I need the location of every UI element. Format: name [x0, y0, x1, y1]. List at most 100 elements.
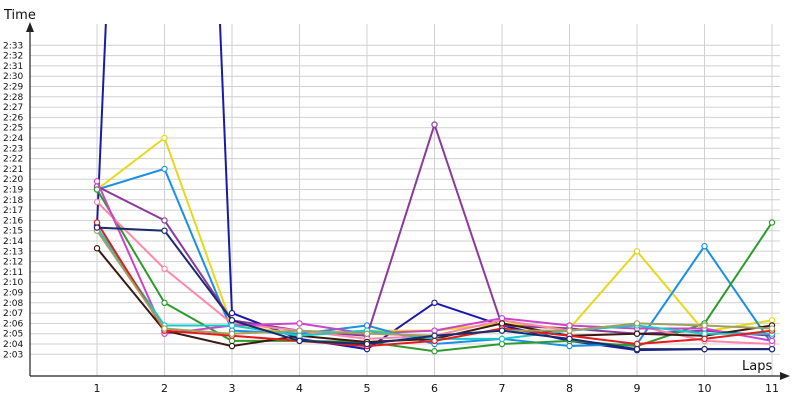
data-point [161, 299, 168, 306]
y-tick-label: 2:31 [3, 62, 23, 72]
data-point [363, 330, 371, 337]
data-point [296, 337, 303, 345]
y-tick-label: 2:26 [3, 113, 23, 123]
data-point [633, 320, 641, 327]
data-point [431, 327, 438, 334]
y-tick-label: 2:05 [3, 330, 23, 340]
y-tick-label: 2:20 [3, 175, 23, 185]
x-tick-label: 4 [296, 382, 303, 395]
data-point [363, 340, 371, 348]
x-axis-title: Laps [742, 359, 772, 374]
y-tick-label: 2:25 [3, 124, 23, 134]
y-tick-labels: 2:032:042:052:062:072:082:092:102:112:12… [3, 41, 23, 360]
axes [26, 22, 790, 380]
data-point [701, 242, 708, 250]
y-tick-label: 2:14 [3, 237, 23, 247]
y-tick-label: 2:06 [3, 319, 23, 329]
data-point [93, 198, 101, 206]
data-point [228, 337, 236, 345]
y-tick-label: 2:21 [3, 165, 23, 175]
data-point [768, 317, 776, 324]
data-point [228, 322, 236, 329]
y-tick-label: 2:30 [3, 72, 23, 82]
x-tick-label: 6 [431, 382, 438, 395]
y-tick-label: 2:10 [3, 278, 23, 288]
data-point [431, 299, 438, 306]
x-axis-arrow-icon [780, 372, 790, 380]
y-tick-label: 2:16 [3, 216, 23, 226]
y-tick-label: 2:23 [3, 144, 23, 154]
data-point [633, 340, 641, 348]
y-axis-arrow-icon [26, 22, 34, 32]
data-point [228, 342, 236, 350]
data-point [768, 219, 776, 226]
x-tick-label: 11 [765, 382, 779, 395]
data-point [701, 330, 708, 337]
data-point [431, 121, 438, 128]
x-tick-label: 10 [698, 382, 712, 395]
data-point [161, 217, 168, 224]
data-point [93, 245, 101, 252]
data-point [768, 345, 776, 353]
y-tick-label: 2:11 [3, 268, 23, 278]
x-tick-label: 1 [94, 382, 101, 395]
y-tick-label: 2:32 [3, 52, 23, 62]
x-tick-label: 8 [566, 382, 573, 395]
data-point [431, 337, 438, 345]
y-tick-label: 2:07 [3, 309, 23, 319]
data-point [228, 317, 236, 324]
data-point [768, 337, 776, 345]
data-point [498, 315, 506, 322]
series-group [93, 24, 776, 355]
y-tick-label: 2:04 [3, 340, 23, 350]
data-point [566, 322, 573, 329]
y-tick-label: 2:33 [3, 41, 23, 51]
data-point [431, 332, 438, 339]
data-point [566, 342, 573, 350]
data-point [633, 330, 641, 337]
y-tick-label: 2:28 [3, 93, 23, 103]
data-point [161, 165, 168, 173]
data-point [498, 335, 506, 343]
x-tick-label: 9 [634, 382, 641, 395]
data-point [161, 265, 168, 273]
x-tick-label: 3 [229, 382, 236, 395]
data-point [633, 345, 641, 353]
y-axis-title: Time [3, 8, 36, 23]
x-tick-label: 2 [161, 382, 168, 395]
y-tick-label: 2:13 [3, 247, 23, 257]
x-tick-label: 5 [364, 382, 371, 395]
data-point [161, 134, 168, 142]
data-point [93, 178, 101, 185]
data-point [431, 348, 438, 355]
y-tick-label: 2:15 [3, 227, 23, 237]
y-tick-label: 2:03 [3, 350, 23, 360]
y-tick-label: 2:27 [3, 103, 23, 113]
y-tick-label: 2:24 [3, 134, 23, 144]
data-point [228, 330, 236, 337]
data-point [228, 309, 236, 317]
data-point [161, 325, 168, 332]
series-12 [93, 224, 776, 353]
data-point [296, 332, 303, 339]
data-point [498, 340, 506, 348]
y-tick-label: 2:29 [3, 83, 23, 93]
data-point [701, 335, 708, 343]
data-point [566, 335, 573, 343]
y-tick-label: 2:12 [3, 258, 23, 268]
data-point [296, 320, 303, 327]
y-tick-label: 2:09 [3, 289, 23, 299]
y-tick-label: 2:08 [3, 299, 23, 309]
data-point [93, 219, 101, 226]
data-point [161, 227, 168, 234]
data-point [566, 327, 573, 334]
data-point [633, 248, 641, 255]
data-point [768, 325, 776, 332]
data-point [701, 322, 708, 329]
y-tick-label: 2:19 [3, 186, 23, 196]
data-point [498, 320, 506, 327]
data-point [498, 327, 506, 334]
data-point [93, 224, 101, 231]
